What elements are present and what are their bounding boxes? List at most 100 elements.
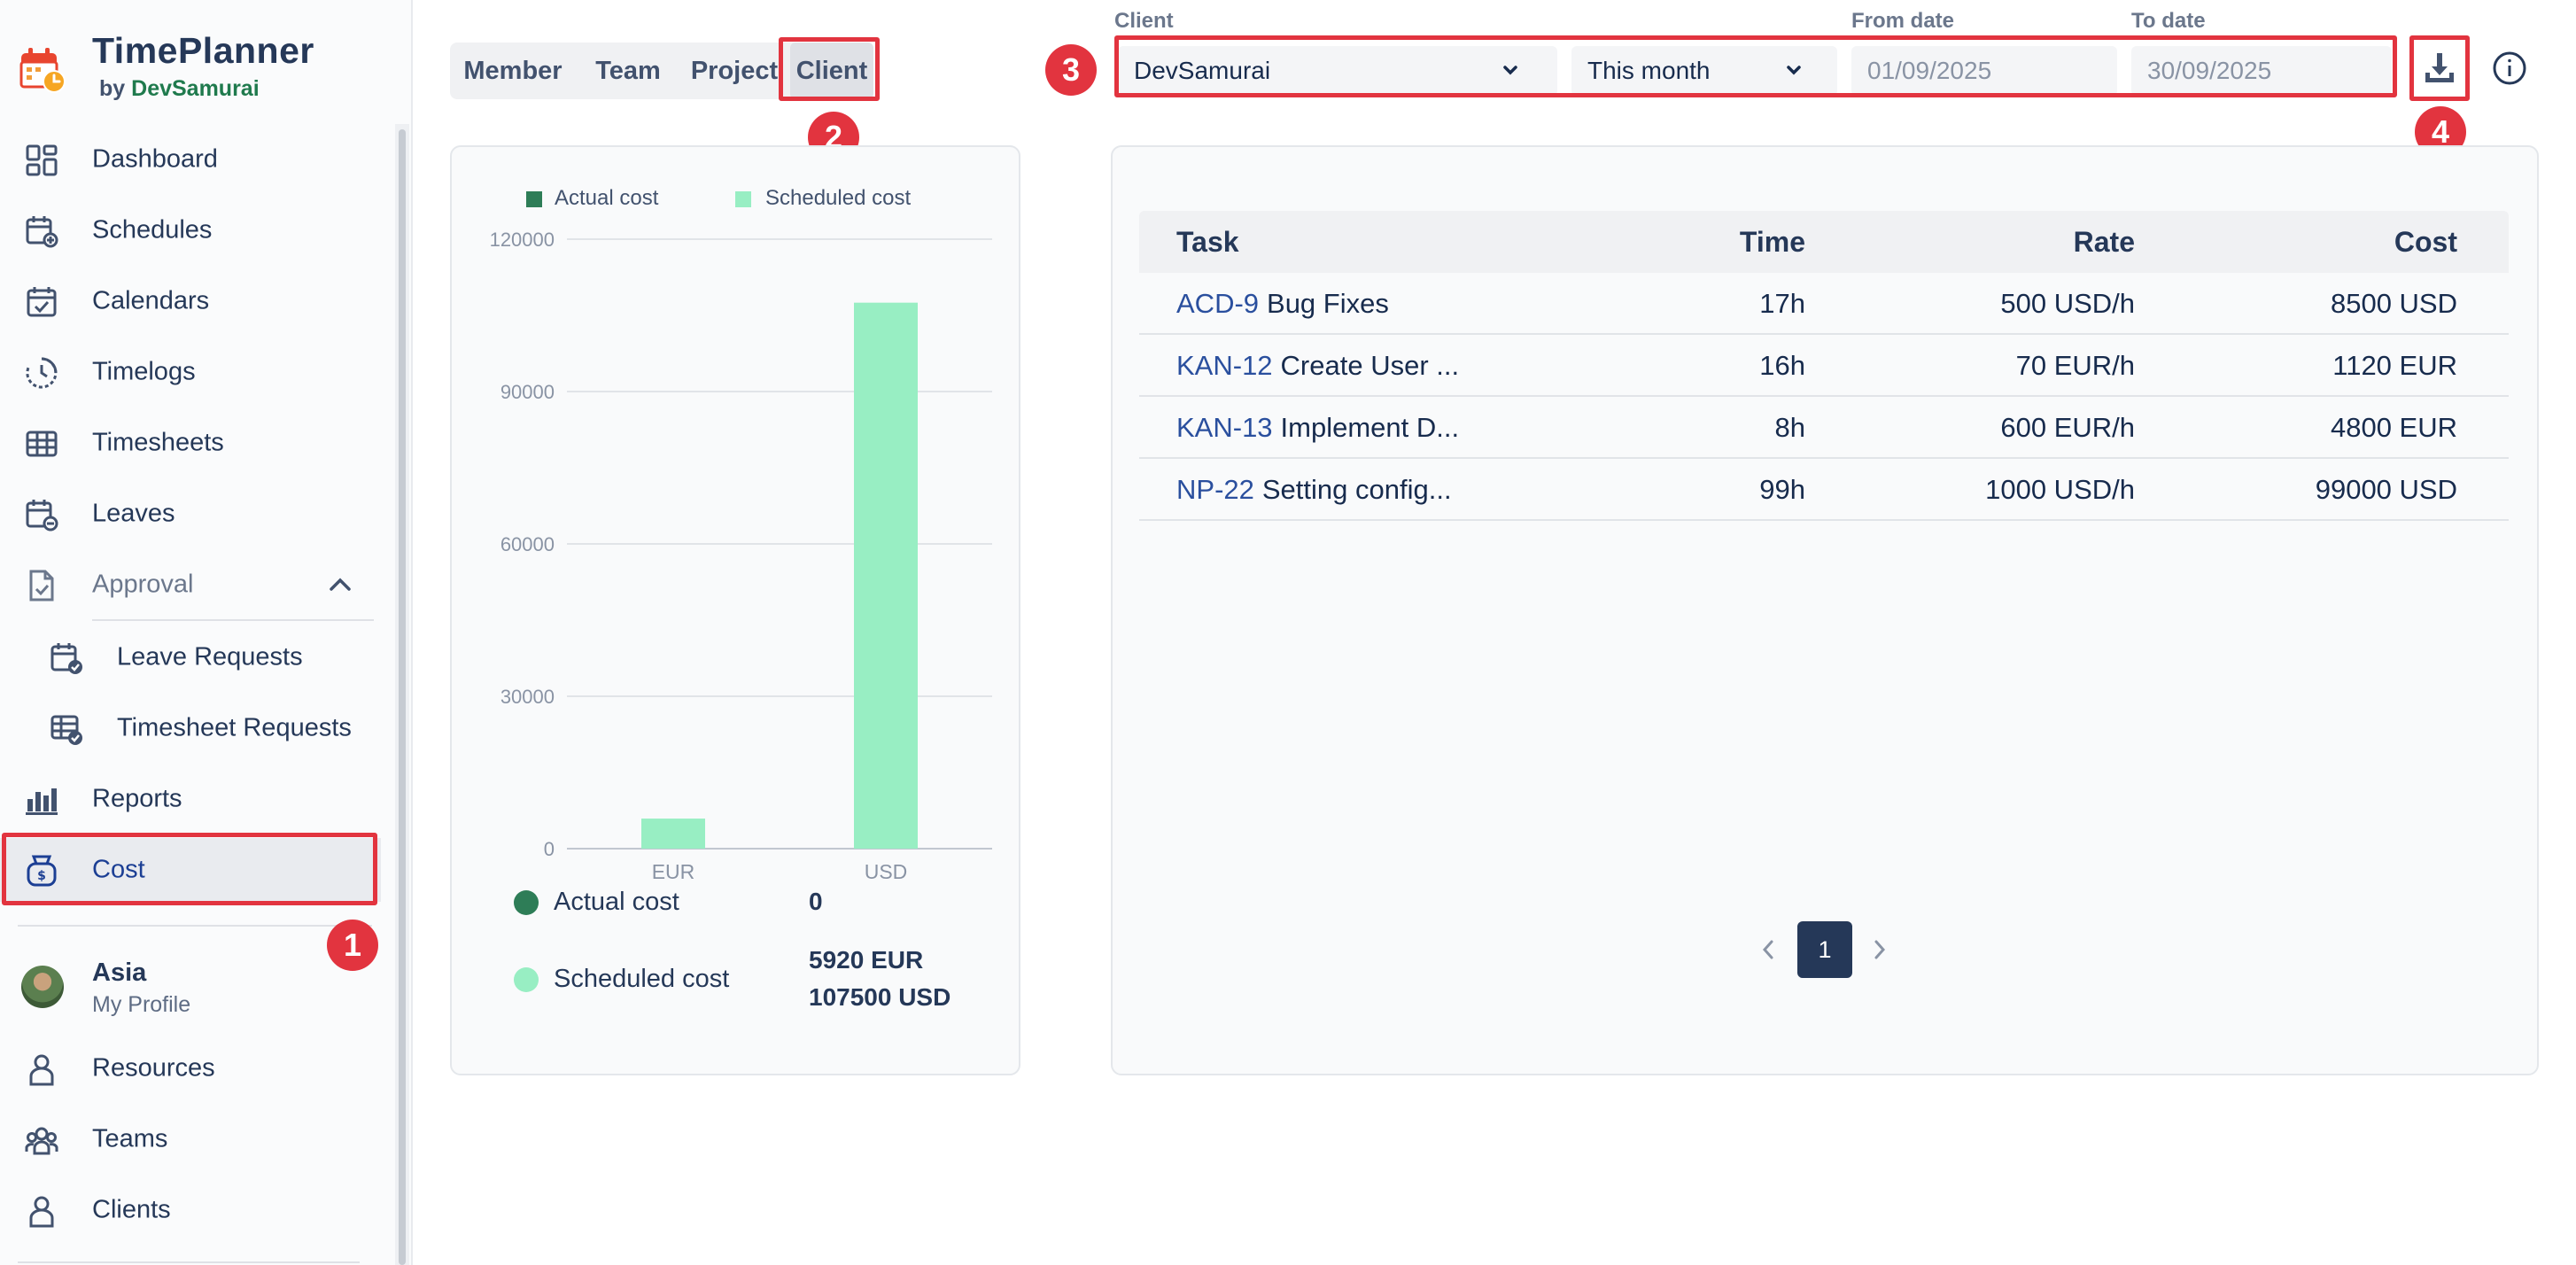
app-by-name: DevSamurai (131, 76, 260, 101)
profile[interactable]: Asia My Profile (18, 958, 372, 1021)
period-select[interactable]: This month (1571, 46, 1837, 96)
bar-usd (854, 302, 918, 850)
task-cell: NP-22 Setting config... (1176, 459, 1452, 521)
rate-cell: 600 EUR/h (2000, 412, 2135, 443)
sidebar-item-label: Timelogs (92, 357, 196, 386)
people-icon (25, 1127, 58, 1155)
sidebar-item-teams[interactable]: Teams (0, 1107, 381, 1171)
time-cell: 16h (1759, 350, 1805, 381)
y-tick-label: 60000 (500, 533, 555, 555)
table-row[interactable]: ACD-9 Bug Fixes 17h 500 USD/h 8500 USD (1139, 273, 2509, 335)
sidebar-item-label: Schedules (92, 215, 213, 244)
sidebar-item-dashboard[interactable]: Dashboard (0, 128, 381, 191)
table-card (1111, 145, 2539, 1075)
sidebar-item-clients[interactable]: Clients (0, 1178, 381, 1242)
client-select[interactable]: DevSamurai (1118, 46, 1557, 96)
approval-divider (92, 619, 374, 621)
from-date-value: 01/09/2025 (1867, 57, 1992, 84)
sidebar-item-label: Reports (92, 784, 182, 813)
tab-team[interactable]: Team (595, 56, 661, 85)
sidebar-item-reports[interactable]: Reports (0, 767, 381, 831)
sidebar-scrollbar-thumb[interactable] (399, 129, 406, 1265)
table-row[interactable]: KAN-12 Create User ... 16h 70 EUR/h 1120… (1139, 335, 2509, 397)
sidebar-bottom-divider (18, 1261, 360, 1263)
summary-actual-label: Actual cost (554, 888, 679, 916)
rate-cell: 1000 USD/h (1985, 474, 2135, 505)
client-select-value: DevSamurai (1134, 57, 1271, 84)
x-tick-label: USD (865, 860, 908, 883)
chevron-down-icon (1787, 66, 1801, 75)
cost-cell: 1120 EUR (2332, 350, 2457, 381)
task-key-link[interactable]: NP-22 (1176, 474, 1254, 505)
avatar[interactable] (21, 966, 64, 1008)
sidebar-item-approval[interactable]: Approval (0, 553, 381, 617)
app-by: by (99, 76, 126, 101)
to-date-label: To date (2131, 9, 2206, 33)
task-name: Bug Fixes (1267, 288, 1389, 319)
pagination-prev-button[interactable] (1754, 921, 1782, 978)
sidebar-item-label: Cost (92, 855, 145, 884)
sidebar-item-timesheet-requests[interactable]: Timesheet Requests (0, 696, 381, 760)
task-key-link[interactable]: KAN-12 (1176, 350, 1273, 381)
to-date-input[interactable]: 30/09/2025 (2131, 46, 2392, 96)
chevron-up-icon[interactable] (328, 574, 353, 595)
summary-dot-scheduled (514, 967, 539, 992)
highlight-cost (2, 833, 377, 905)
grid-table-icon (26, 431, 58, 457)
client-label: Client (1114, 9, 1174, 33)
sidebar: TimePlanner by DevSamurai Dashboard Sche… (0, 0, 413, 1265)
profile-link[interactable]: My Profile (92, 992, 191, 1017)
sidebar-item-resources[interactable]: Resources (0, 1036, 381, 1100)
task-name: Create User ... (1280, 350, 1460, 381)
column-header-cost[interactable]: Cost (2394, 225, 2457, 258)
sidebar-item-timelogs[interactable]: Timelogs (0, 340, 381, 404)
person-icon (29, 1196, 54, 1228)
sidebar-item-cost[interactable]: $ Cost (0, 838, 381, 902)
calendar-minus-icon (26, 500, 58, 532)
sidebar-item-schedules[interactable]: Schedules (0, 198, 381, 262)
sidebar-item-label: Dashboard (92, 144, 218, 174)
tab-member[interactable]: Member (463, 56, 563, 85)
sidebar-item-label: Approval (92, 570, 194, 599)
tab-project[interactable]: Project (690, 56, 779, 85)
summary-scheduled-value-usd: 107500 USD (809, 983, 951, 1011)
tab-client[interactable]: Client (790, 43, 873, 99)
sidebar-item-calendars[interactable]: Calendars (0, 269, 381, 333)
sidebar-item-timesheets[interactable]: Timesheets (0, 411, 381, 475)
pagination-page-1[interactable]: 1 (1797, 921, 1852, 978)
table-row[interactable]: KAN-13 Implement D... 8h 600 EUR/h 4800 … (1139, 397, 2509, 459)
pagination-next-button[interactable] (1866, 921, 1894, 978)
summary-actual-value: 0 (809, 888, 823, 915)
highlight-filters (1114, 35, 2397, 97)
column-header-rate[interactable]: Rate (2073, 225, 2135, 258)
download-icon (2425, 53, 2454, 82)
chevron-right-icon (1874, 940, 1886, 959)
info-button[interactable] (2491, 50, 2528, 87)
column-header-task[interactable]: Task (1176, 225, 1239, 258)
task-key-link[interactable]: ACD-9 (1176, 288, 1260, 319)
sidebar-item-leave-requests[interactable]: Leave Requests (0, 625, 381, 689)
from-date-input[interactable]: 01/09/2025 (1851, 46, 2117, 96)
column-header-time[interactable]: Time (1739, 225, 1805, 258)
task-cell: ACD-9 Bug Fixes (1176, 273, 1389, 335)
y-tick-label: 30000 (500, 686, 555, 708)
download-button[interactable] (2411, 35, 2468, 99)
highlight-download (2409, 35, 2470, 101)
sidebar-item-label: Calendars (92, 286, 210, 315)
sidebar-item-label: Resources (92, 1053, 215, 1083)
document-check-icon (29, 570, 54, 601)
annotation-badge-3: 3 (1045, 44, 1097, 96)
dashboard-icon (26, 144, 58, 176)
calendar-add-icon (26, 216, 58, 248)
rate-cell: 70 EUR/h (2015, 350, 2135, 381)
sidebar-item-label: Timesheets (92, 428, 224, 457)
profile-name: Asia (92, 958, 147, 987)
sidebar-item-label: Leave Requests (117, 642, 303, 671)
bar-chart-icon (26, 788, 58, 815)
table-row[interactable]: NP-22 Setting config... 99h 1000 USD/h 9… (1139, 459, 2509, 521)
sidebar-item-leaves[interactable]: Leaves (0, 482, 381, 546)
to-date-value: 30/09/2025 (2147, 57, 2272, 84)
task-key-link[interactable]: KAN-13 (1176, 412, 1273, 443)
period-select-value: This month (1587, 57, 1711, 84)
time-cell: 8h (1774, 412, 1805, 443)
